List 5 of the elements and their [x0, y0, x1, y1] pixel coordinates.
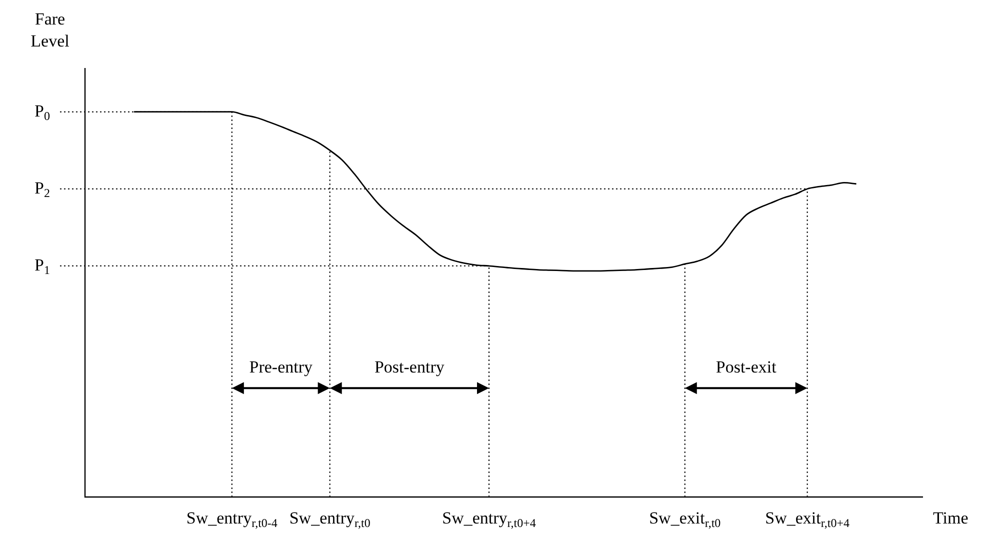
y-axis-title: Fare Level: [30, 9, 70, 50]
annotation: Post-entry: [374, 358, 445, 377]
annotation: Pre-entry: [249, 358, 314, 377]
x-axis-title: Time: [933, 508, 968, 528]
annotation: Post-exit: [716, 358, 777, 377]
